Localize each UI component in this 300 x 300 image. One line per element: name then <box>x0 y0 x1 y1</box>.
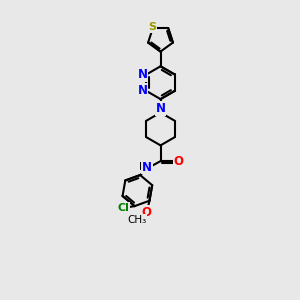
Text: CH₃: CH₃ <box>127 215 146 225</box>
Text: H: H <box>139 162 147 172</box>
Text: N: N <box>137 68 148 81</box>
Text: N: N <box>155 102 166 115</box>
Text: O: O <box>174 154 184 168</box>
Text: S: S <box>148 22 156 32</box>
Text: Cl: Cl <box>117 203 129 213</box>
Text: N: N <box>137 84 148 98</box>
Text: N: N <box>142 160 152 173</box>
Text: O: O <box>141 206 151 219</box>
